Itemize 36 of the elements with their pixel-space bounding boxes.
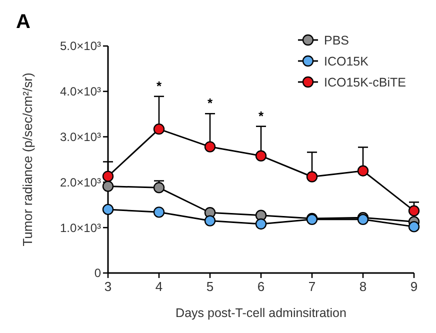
x-tick-label: 9 bbox=[410, 279, 418, 294]
y-axis-title: Tumor radiance (p/sec/cm²/sr) bbox=[20, 72, 35, 246]
y-tick-label: 0 bbox=[94, 266, 102, 280]
x-tick-label: 3 bbox=[104, 279, 112, 294]
legend-label: PBS bbox=[324, 33, 350, 48]
y-tick-label: 2.0×10³ bbox=[60, 175, 101, 190]
point bbox=[255, 150, 267, 162]
annotation: * bbox=[207, 96, 214, 111]
x-tick-label: 7 bbox=[308, 279, 316, 294]
point bbox=[102, 204, 114, 216]
point bbox=[102, 170, 114, 182]
annotation: * bbox=[258, 108, 264, 124]
point bbox=[102, 180, 114, 192]
annotation: * bbox=[156, 78, 162, 94]
x-axis-title: Days post-T-cell adminsitration bbox=[176, 306, 346, 320]
x-tick-label: 4 bbox=[155, 279, 163, 294]
point bbox=[153, 123, 165, 135]
point bbox=[357, 165, 369, 176]
y-tick-label: 3.0×10³ bbox=[60, 130, 101, 144]
point bbox=[255, 218, 267, 230]
legend-label: ICO15K bbox=[324, 54, 370, 68]
text: A bbox=[16, 11, 30, 33]
y-tick-label: 5.0×10³ bbox=[60, 39, 101, 54]
legend-label: ICO15K-cBiTE bbox=[324, 75, 406, 90]
x-tick-label: 8 bbox=[359, 279, 367, 294]
point bbox=[204, 215, 216, 226]
point bbox=[408, 205, 420, 216]
point bbox=[408, 221, 420, 232]
point bbox=[153, 182, 165, 194]
point bbox=[153, 206, 165, 218]
point bbox=[306, 171, 318, 182]
y-tick-label: 1.0×10³ bbox=[60, 220, 101, 235]
x-tick-label: 6 bbox=[257, 279, 265, 294]
x-tick-label: 5 bbox=[206, 279, 214, 294]
point bbox=[204, 141, 216, 152]
y-tick-label: 4.0×10³ bbox=[60, 84, 101, 99]
